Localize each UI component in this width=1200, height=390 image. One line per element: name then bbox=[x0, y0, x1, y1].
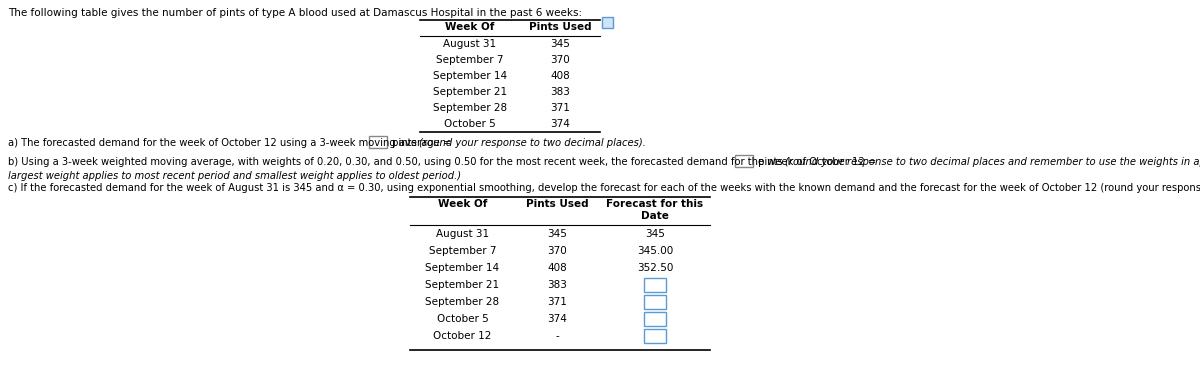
Text: September 7: September 7 bbox=[428, 246, 497, 256]
Text: August 31: August 31 bbox=[436, 229, 490, 239]
Text: September 28: September 28 bbox=[433, 103, 508, 113]
Bar bbox=[602, 17, 613, 28]
Bar bbox=[644, 329, 666, 343]
Text: August 31: August 31 bbox=[444, 39, 497, 49]
Text: October 5: October 5 bbox=[444, 119, 496, 129]
Bar bbox=[644, 278, 666, 292]
Text: September 28: September 28 bbox=[426, 297, 499, 307]
Text: September 14: September 14 bbox=[426, 263, 499, 273]
Text: September 14: September 14 bbox=[433, 71, 508, 81]
Text: 345: 345 bbox=[547, 229, 568, 239]
Text: The following table gives the number of pints of type A blood used at Damascus H: The following table gives the number of … bbox=[8, 8, 582, 18]
Bar bbox=[644, 295, 666, 309]
Text: 370: 370 bbox=[550, 55, 570, 65]
Bar bbox=[370, 136, 388, 148]
Text: Date: Date bbox=[641, 211, 668, 221]
Text: pints: pints bbox=[755, 157, 786, 167]
Text: Pints Used: Pints Used bbox=[529, 22, 592, 32]
Text: October 5: October 5 bbox=[437, 314, 488, 324]
Text: 408: 408 bbox=[550, 71, 570, 81]
Text: -: - bbox=[556, 331, 559, 341]
Text: a) The forecasted demand for the week of October 12 using a 3-week moving averag: a) The forecasted demand for the week of… bbox=[8, 138, 455, 148]
Text: 370: 370 bbox=[547, 246, 568, 256]
Text: Week Of: Week Of bbox=[445, 22, 494, 32]
Text: 371: 371 bbox=[550, 103, 570, 113]
Text: (round your response to two decimal places and remember to use the weights in ap: (round your response to two decimal plac… bbox=[785, 157, 1200, 167]
Text: c) If the forecasted demand for the week of August 31 is 345 and α = 0.30, using: c) If the forecasted demand for the week… bbox=[8, 183, 1200, 193]
Text: 345: 345 bbox=[550, 39, 570, 49]
Bar bbox=[644, 312, 666, 326]
Text: 352.50: 352.50 bbox=[637, 263, 673, 273]
Text: Forecast for this: Forecast for this bbox=[606, 199, 703, 209]
Text: b) Using a 3-week weighted moving average, with weights of 0.20, 0.30, and 0.50,: b) Using a 3-week weighted moving averag… bbox=[8, 157, 880, 167]
Text: September 7: September 7 bbox=[437, 55, 504, 65]
Bar bbox=[734, 155, 752, 167]
Text: 374: 374 bbox=[550, 119, 570, 129]
Text: pints: pints bbox=[389, 138, 420, 148]
Text: Pints Used: Pints Used bbox=[526, 199, 589, 209]
Text: 345: 345 bbox=[646, 229, 665, 239]
Text: 383: 383 bbox=[547, 280, 568, 290]
Text: 383: 383 bbox=[550, 87, 570, 97]
Text: 374: 374 bbox=[547, 314, 568, 324]
Text: October 12: October 12 bbox=[433, 331, 492, 341]
Text: September 21: September 21 bbox=[433, 87, 508, 97]
Text: 345.00: 345.00 bbox=[637, 246, 673, 256]
Text: largest weight applies to most recent period and smallest weight applies to olde: largest weight applies to most recent pe… bbox=[8, 171, 461, 181]
Text: September 21: September 21 bbox=[426, 280, 499, 290]
Text: 371: 371 bbox=[547, 297, 568, 307]
Text: (round your response to two decimal places).: (round your response to two decimal plac… bbox=[419, 138, 646, 148]
Text: Week Of: Week Of bbox=[438, 199, 487, 209]
Text: 408: 408 bbox=[547, 263, 568, 273]
